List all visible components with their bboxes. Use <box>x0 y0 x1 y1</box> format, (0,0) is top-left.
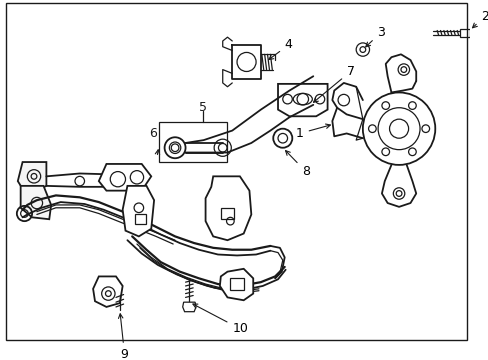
Polygon shape <box>459 28 468 37</box>
Polygon shape <box>93 276 122 307</box>
Bar <box>230 278 243 290</box>
Text: 1: 1 <box>295 124 330 140</box>
Text: 3: 3 <box>365 26 384 47</box>
Text: 8: 8 <box>285 150 309 178</box>
Bar <box>135 215 146 224</box>
Polygon shape <box>278 84 327 116</box>
Polygon shape <box>20 186 51 219</box>
Polygon shape <box>18 162 46 191</box>
Text: 7: 7 <box>313 65 354 102</box>
Polygon shape <box>122 186 154 237</box>
Text: 4: 4 <box>268 38 292 59</box>
Text: 9: 9 <box>118 314 128 360</box>
Polygon shape <box>205 176 251 240</box>
Bar <box>221 208 234 219</box>
Text: 6: 6 <box>149 127 157 140</box>
Polygon shape <box>220 269 253 300</box>
Text: 2: 2 <box>471 10 488 28</box>
Bar <box>159 122 227 162</box>
Polygon shape <box>99 164 151 191</box>
Text: 5: 5 <box>198 101 206 114</box>
Polygon shape <box>183 302 196 312</box>
Text: 10: 10 <box>193 304 247 336</box>
